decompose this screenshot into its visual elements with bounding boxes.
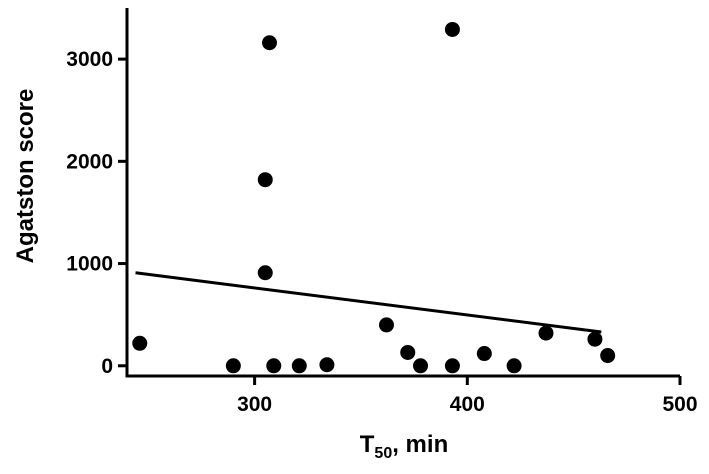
y-tick-label-3000: 3000 [66, 48, 113, 71]
data-point-8 [378, 317, 394, 333]
data-point-7 [319, 357, 335, 373]
data-point-6 [291, 358, 307, 374]
x-axis-title: T50, min [360, 431, 448, 462]
data-point-16 [587, 331, 603, 347]
data-point-0 [132, 335, 148, 351]
y-tick-label-1000: 1000 [66, 253, 113, 276]
axes [118, 8, 682, 385]
data-point-14 [506, 358, 522, 374]
x-axis-title-subscript: 50 [374, 445, 392, 462]
data-point-3 [257, 172, 273, 188]
data-point-13 [476, 346, 492, 362]
data-point-17 [600, 348, 616, 364]
data-point-9 [400, 344, 416, 360]
regression-line [135, 271, 602, 334]
data-point-2 [257, 265, 273, 281]
y-tick-label-2000: 2000 [66, 150, 113, 173]
x-axis-title-suffix: , min [392, 431, 448, 458]
regression-line-group [135, 271, 602, 334]
data-point-5 [266, 358, 282, 374]
data-point-12 [444, 358, 460, 374]
x-tick-label-400: 400 [450, 393, 485, 416]
y-axis-title: Agatston score [12, 89, 39, 264]
data-point-10 [413, 358, 429, 374]
data-point-4 [262, 35, 278, 51]
x-tick-label-300: 300 [237, 393, 272, 416]
x-axis-title-main: T [360, 431, 375, 458]
x-tick-label-500: 500 [662, 393, 697, 416]
y-tick-label-0: 0 [101, 355, 113, 378]
tick-labels: 0 1000 2000 3000 300 400 500 [66, 48, 697, 416]
data-point-11 [444, 21, 460, 37]
data-point-1 [225, 358, 241, 374]
data-point-15 [538, 325, 554, 341]
data-points [132, 21, 616, 374]
